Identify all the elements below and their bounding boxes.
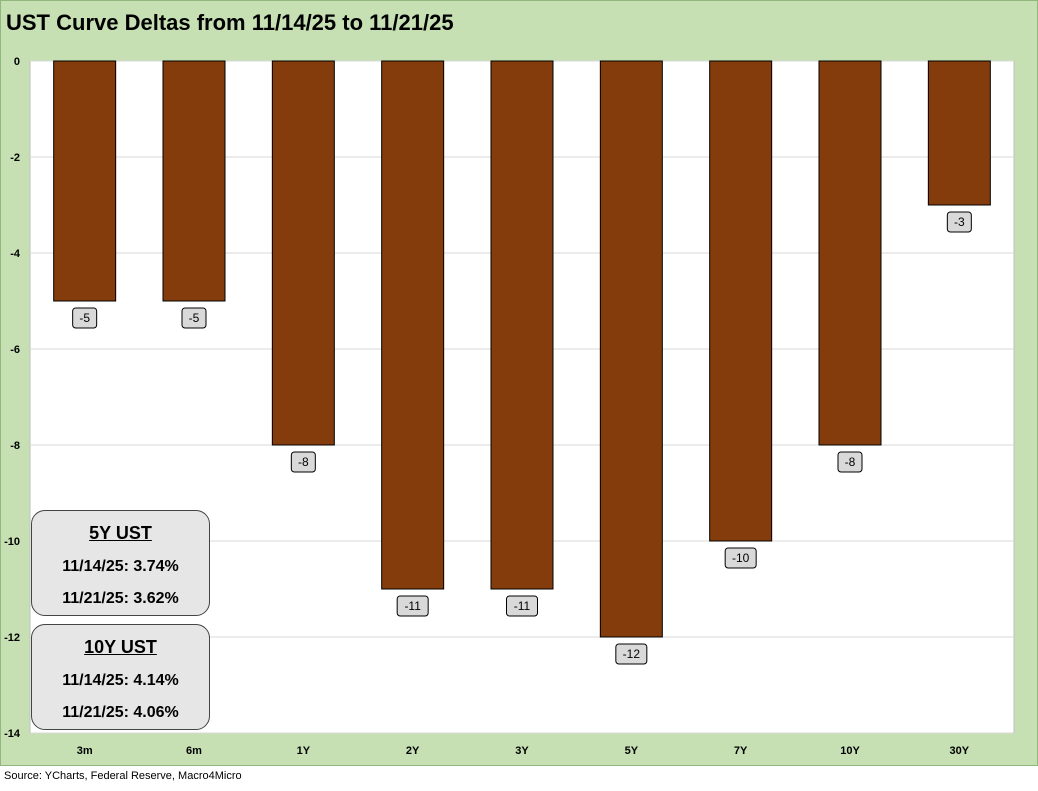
data-label-box: [396, 595, 429, 617]
data-label: -8: [845, 455, 856, 469]
x-tick-label: 3m: [77, 745, 93, 757]
data-label-box: [615, 643, 648, 665]
bar: [162, 60, 226, 302]
bar: [53, 60, 117, 302]
info-box-line: 11/14/25: 3.74%: [62, 558, 179, 575]
bars: [53, 60, 991, 638]
bar: [818, 60, 882, 446]
x-tick-label: 6m: [186, 745, 202, 757]
y-axis: 0 -2 -4 -6 -8 -10 -12 -14: [4, 56, 21, 740]
y-tick-label: -10: [4, 536, 20, 548]
y-tick-label: 0: [14, 56, 20, 68]
info-box-line: 11/14/25: 4.14%: [62, 672, 179, 689]
data-label: -11: [404, 599, 421, 613]
data-label-box: [837, 451, 863, 473]
data-label-box: [290, 451, 316, 473]
y-tick-label: -4: [10, 248, 21, 260]
info-box-title: 5Y UST: [89, 523, 152, 543]
source-note: Source: YCharts, Federal Reserve, Macro4…: [4, 770, 242, 782]
info-box-line: 11/21/25: 3.62%: [62, 590, 179, 607]
data-label: -12: [623, 647, 641, 661]
bar: [381, 60, 445, 590]
info-box-10y: 10Y UST 11/14/25: 4.14% 11/21/25: 4.06%: [31, 624, 210, 730]
x-axis: 3m 6m 1Y 2Y 3Y 5Y 7Y 10Y 30Y: [77, 745, 970, 757]
data-label-box: [181, 307, 207, 329]
x-tick-label: 2Y: [406, 745, 420, 757]
y-tick-label: -14: [4, 728, 21, 740]
data-label: -8: [298, 455, 309, 469]
y-tick-label: -8: [10, 440, 20, 452]
data-label: -3: [954, 215, 965, 229]
data-label-box: [506, 595, 538, 617]
bar: [599, 60, 663, 638]
info-box-title: 10Y UST: [84, 637, 157, 657]
data-label: -10: [732, 551, 750, 565]
chart-title: UST Curve Deltas from 11/14/25 to 11/21/…: [6, 10, 454, 35]
x-tick-label: 30Y: [950, 745, 970, 757]
x-tick-label: 5Y: [625, 745, 639, 757]
data-label-box: [946, 211, 972, 233]
data-label: -5: [79, 311, 90, 325]
bar: [490, 60, 554, 590]
x-tick-label: 7Y: [734, 745, 748, 757]
bar: [271, 60, 335, 446]
y-tick-label: -12: [4, 632, 20, 644]
bar: [927, 60, 991, 206]
info-box-line: 11/21/25: 4.06%: [62, 704, 179, 721]
y-tick-label: -2: [10, 152, 20, 164]
y-tick-label: -6: [10, 344, 20, 356]
x-tick-label: 10Y: [840, 745, 860, 757]
data-label-box: [72, 307, 98, 329]
data-labels: -5 -5 -8 -11 -11 -12 -10 -8 -3: [72, 211, 972, 665]
x-tick-label: 1Y: [297, 745, 311, 757]
bar: [709, 60, 773, 542]
data-label: -5: [189, 311, 200, 325]
data-label-box: [724, 547, 757, 569]
data-label: -11: [514, 599, 531, 613]
info-box-5y: 5Y UST 11/14/25: 3.74% 11/21/25: 3.62%: [31, 510, 210, 616]
x-tick-label: 3Y: [515, 745, 529, 757]
